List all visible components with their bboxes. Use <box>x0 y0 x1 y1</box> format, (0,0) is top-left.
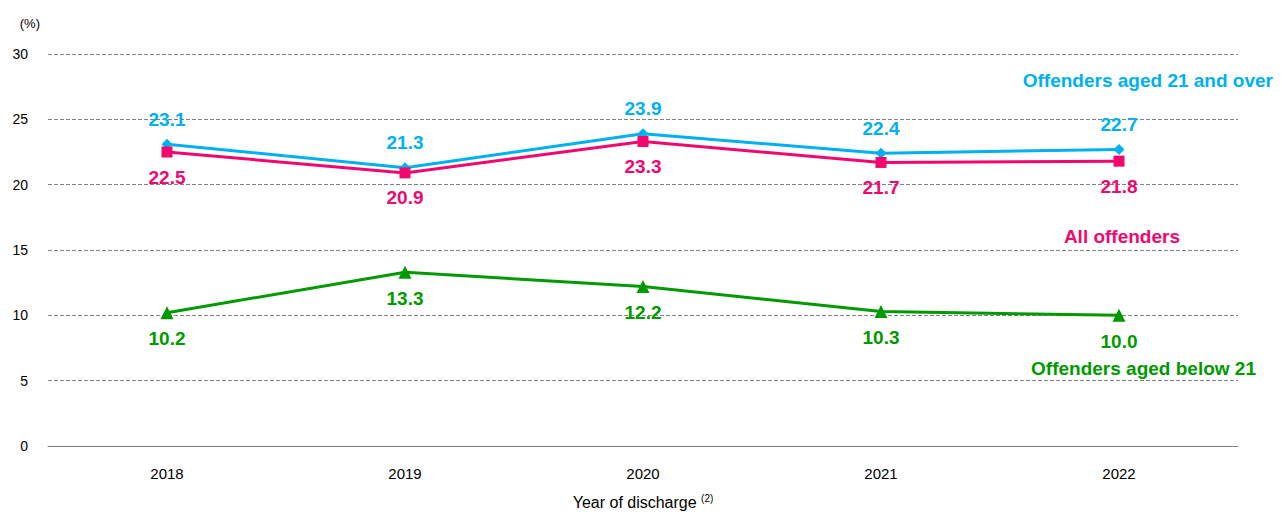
svg-text:23.9: 23.9 <box>625 98 662 119</box>
svg-text:Year of discharge: Year of discharge <box>573 494 701 511</box>
svg-text:Offenders aged below 21: Offenders aged below 21 <box>1031 358 1256 379</box>
svg-text:10.3: 10.3 <box>863 327 900 348</box>
svg-text:2018: 2018 <box>150 465 183 482</box>
svg-text:25: 25 <box>12 111 28 127</box>
svg-text:0: 0 <box>20 438 28 454</box>
svg-text:22.4: 22.4 <box>863 118 900 139</box>
svg-text:2020: 2020 <box>626 465 659 482</box>
svg-text:2022: 2022 <box>1102 465 1135 482</box>
svg-text:(%): (%) <box>20 16 40 31</box>
svg-text:All offenders: All offenders <box>1064 226 1180 247</box>
svg-text:2021: 2021 <box>864 465 897 482</box>
svg-text:13.3: 13.3 <box>387 288 424 309</box>
svg-text:12.2: 12.2 <box>625 302 662 323</box>
svg-text:15: 15 <box>12 242 28 258</box>
svg-text:2019: 2019 <box>388 465 421 482</box>
svg-text:20: 20 <box>12 177 28 193</box>
svg-text:30: 30 <box>12 46 28 62</box>
svg-text:21.8: 21.8 <box>1101 176 1138 197</box>
svg-text:10.2: 10.2 <box>149 328 186 349</box>
svg-text:5: 5 <box>20 373 28 389</box>
svg-text:21.7: 21.7 <box>863 177 900 198</box>
svg-text:22.5: 22.5 <box>149 167 186 188</box>
svg-text:10.0: 10.0 <box>1101 331 1138 352</box>
svg-text:23.3: 23.3 <box>625 156 662 177</box>
svg-text:20.9: 20.9 <box>387 187 424 208</box>
svg-text:21.3: 21.3 <box>387 132 424 153</box>
svg-text:10: 10 <box>12 307 28 323</box>
svg-text:22.7: 22.7 <box>1101 114 1138 135</box>
svg-text:(2): (2) <box>701 493 713 504</box>
svg-text:Offenders aged 21 and over: Offenders aged 21 and over <box>1023 70 1274 91</box>
svg-text:23.1: 23.1 <box>149 109 186 130</box>
